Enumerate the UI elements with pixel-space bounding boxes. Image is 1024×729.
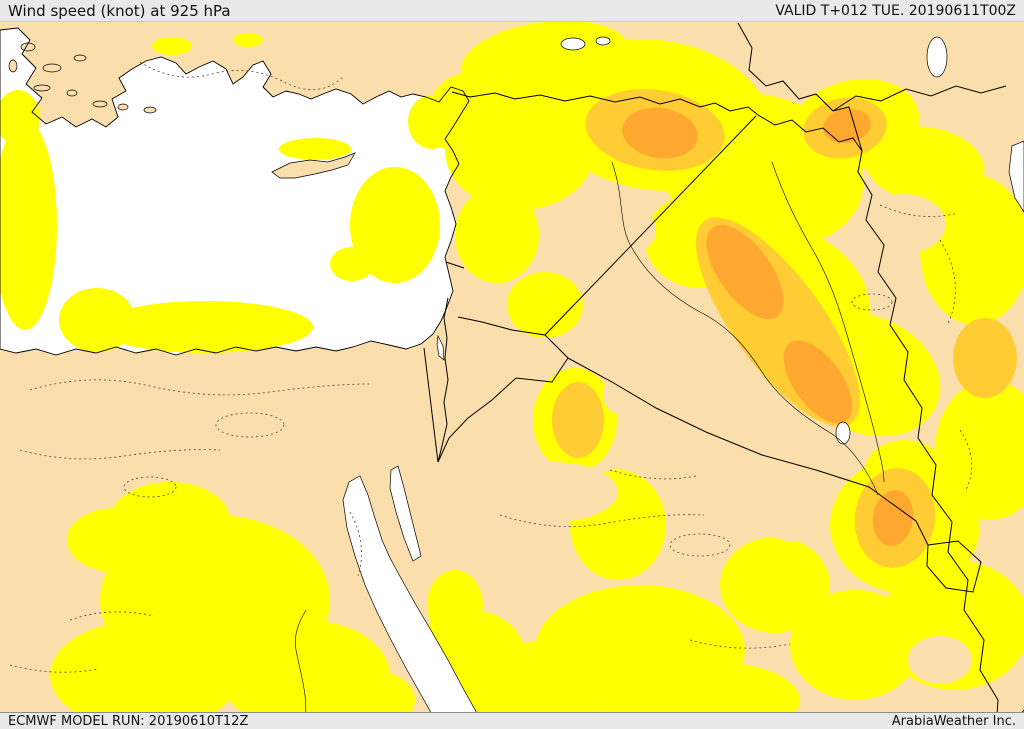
- lake-turkey-east: [595, 36, 611, 46]
- caspian-edge: [1008, 140, 1024, 213]
- map-footer-bar: ECMWF MODEL RUN: 20190610T12Z ArabiaWeat…: [0, 712, 1024, 729]
- rivers: [295, 161, 885, 712]
- wind-band-very-strong: [622, 107, 914, 546]
- mediterranean-coastline: [0, 27, 470, 356]
- calm-gaps: [486, 27, 1024, 684]
- lake-urmia: [926, 36, 948, 78]
- river-nile: [295, 609, 307, 712]
- river-tigris: [771, 161, 885, 483]
- provider-credit: ArabiaWeather Inc.: [891, 713, 1016, 729]
- red-sea: [342, 465, 477, 712]
- lakes: [560, 36, 1024, 712]
- map-header-bar: Wind speed (knot) at 925 hPa VALID T+012…: [0, 0, 1024, 22]
- river-euphrates: [611, 161, 879, 496]
- country-borders: [423, 22, 1007, 712]
- aegean-islands: [8, 42, 157, 114]
- model-run-label: ECMWF MODEL RUN: 20190610T12Z: [8, 713, 249, 729]
- valid-time-label: VALID T+012 TUE. 20190611T00Z: [775, 2, 1016, 19]
- wind-speed-map-canvas: [0, 22, 1024, 712]
- lake-razzaza: [835, 421, 851, 445]
- gulf-of-aqaba: [389, 465, 422, 562]
- contour-lines: [9, 61, 973, 673]
- map-title: Wind speed (knot) at 925 hPa: [8, 1, 231, 20]
- wind-band-moderate: [0, 22, 1024, 712]
- lake-turkey-west: [560, 37, 586, 51]
- weather-map: [0, 22, 1024, 712]
- dead-sea: [436, 334, 445, 361]
- cyprus-island: [271, 152, 356, 179]
